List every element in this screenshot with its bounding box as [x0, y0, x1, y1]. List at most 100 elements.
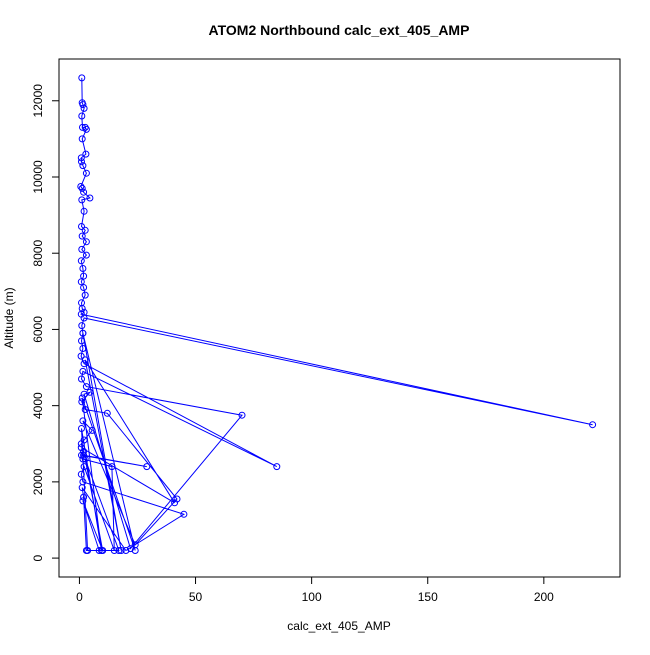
data-point	[131, 547, 139, 554]
data-point	[82, 251, 90, 259]
data-point	[82, 169, 90, 177]
data-point	[77, 440, 85, 448]
data-point	[88, 426, 96, 434]
x-tick-label: 100	[302, 590, 322, 604]
data-point	[98, 547, 105, 554]
data-point	[78, 196, 86, 204]
data-point	[77, 154, 85, 162]
y-tick-label: 10000	[31, 160, 45, 194]
y-tick-label: 8000	[31, 240, 45, 267]
data-point	[84, 547, 92, 554]
data-point	[77, 183, 85, 190]
data-point	[80, 493, 88, 501]
data-point	[238, 411, 246, 419]
data-point	[80, 104, 88, 112]
data-point	[80, 360, 88, 368]
data-point	[273, 463, 281, 471]
data-point	[127, 545, 134, 553]
x-tick-label: 200	[534, 590, 554, 604]
x-tick-label: 150	[418, 590, 438, 604]
data-point	[110, 547, 118, 554]
data-point	[77, 444, 85, 452]
data-point	[80, 463, 88, 471]
data-point	[180, 510, 188, 518]
data-point	[80, 272, 88, 280]
data-point	[79, 329, 87, 337]
series-line	[80, 77, 593, 552]
data-point	[79, 101, 87, 109]
data-point	[77, 470, 85, 478]
data-point	[78, 322, 86, 330]
data-point	[78, 484, 86, 492]
data-point	[171, 499, 179, 507]
data-point	[79, 455, 87, 463]
data-point	[115, 547, 123, 554]
data-point	[81, 455, 89, 463]
data-point	[77, 352, 85, 360]
y-tick-label: 2000	[31, 468, 45, 495]
data-point	[80, 188, 88, 196]
y-tick-label: 0	[31, 554, 45, 561]
y-axis-label: Altitude (m)	[2, 287, 16, 348]
x-tick-label: 50	[189, 590, 203, 604]
data-point	[82, 383, 90, 391]
data-point	[78, 337, 85, 345]
data-point	[81, 291, 89, 299]
data-point	[80, 451, 88, 459]
data-point	[79, 417, 87, 425]
data-point	[78, 74, 86, 82]
data-point	[79, 265, 87, 272]
data-point	[117, 547, 125, 554]
data-point	[80, 314, 88, 322]
data-point	[95, 547, 103, 554]
data-point	[78, 158, 85, 166]
data-point	[79, 162, 87, 170]
data-point	[78, 232, 86, 240]
data-point	[78, 245, 86, 253]
data-point	[77, 257, 85, 265]
data-point	[79, 367, 87, 375]
data-point	[86, 194, 94, 202]
y-axis: 0 2000 4000 6000 8000 10000 12000	[31, 84, 60, 561]
data-point	[80, 284, 88, 291]
data-point	[78, 223, 85, 230]
x-tick-label: 0	[76, 590, 83, 604]
data-point	[108, 463, 116, 471]
x-axis: 0 50 100 150 200	[76, 576, 554, 604]
data-point	[79, 497, 87, 505]
y-tick-label: 6000	[31, 316, 45, 343]
data-point	[78, 425, 85, 432]
series-layer	[77, 74, 597, 554]
data-point	[77, 278, 85, 286]
data-point	[80, 207, 88, 215]
data-point	[589, 421, 597, 429]
data-point	[78, 112, 86, 120]
data-point	[80, 447, 88, 455]
data-point	[86, 388, 94, 396]
data-point	[81, 406, 89, 413]
data-point	[79, 345, 87, 352]
data-point	[81, 226, 89, 234]
data-point	[78, 375, 85, 383]
data-point	[82, 125, 90, 133]
data-point	[78, 184, 86, 192]
data-point	[143, 463, 151, 471]
y-tick-label: 12000	[31, 84, 45, 118]
chart-title: ATOM2 Northbound calc_ext_405_AMP	[209, 22, 470, 38]
data-point	[122, 547, 130, 554]
data-point	[79, 123, 86, 131]
data-point	[78, 394, 86, 402]
data-point	[103, 409, 111, 417]
data-point	[78, 398, 86, 406]
data-point	[81, 356, 89, 364]
data-point	[78, 451, 85, 459]
x-axis-label: calc_ext_405_AMP	[287, 619, 390, 633]
data-point	[82, 150, 90, 158]
data-point	[82, 238, 90, 246]
data-point	[78, 135, 86, 143]
data-point	[173, 495, 181, 503]
y-tick-label: 4000	[31, 392, 45, 419]
